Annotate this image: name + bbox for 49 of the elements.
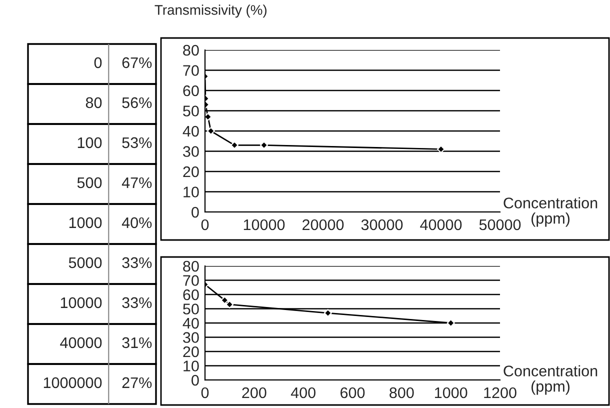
text: 100 (78, 137, 102, 148)
text: 1000000 (44, 377, 102, 388)
x-tick-label: 1000 (435, 387, 468, 398)
y-tick-label: 70 (183, 275, 199, 286)
x-tick-label: 0 (201, 219, 209, 230)
text: 56% (122, 97, 152, 108)
y-tick-label: 10 (184, 186, 199, 198)
text: 33% (122, 257, 152, 268)
y-tick-label: 60 (183, 85, 199, 96)
y-tick-label: 40 (182, 126, 199, 137)
y-tick-label: 40 (182, 318, 199, 329)
text: 67% (122, 57, 152, 68)
y-tick-label: 60 (183, 289, 199, 300)
text: 27% (122, 377, 152, 388)
x-tick-label: 0 (201, 387, 209, 398)
y-tick-label: 70 (183, 65, 199, 76)
text: 31% (122, 337, 152, 348)
y-tick-label: 0 (192, 206, 199, 218)
y-tick-label: 20 (183, 166, 199, 178)
x-tick-label: 200 (242, 387, 266, 398)
x-tick-label: 50000 (479, 219, 521, 230)
y-axis-title: Transmissivity (%) (154, 4, 266, 18)
x-tick-label: 40000 (420, 219, 462, 230)
y-tick-label: 20 (183, 346, 199, 358)
y-tick-label: 10 (184, 360, 199, 372)
y-tick-label: 30 (183, 332, 199, 343)
text: 33% (122, 297, 152, 308)
text: 5000 (68, 257, 102, 268)
y-tick-label: 30 (183, 146, 199, 157)
y-tick-label: 80 (183, 44, 199, 56)
y-tick-label: 0 (192, 374, 199, 386)
y-tick-label: 50 (183, 106, 199, 116)
x-tick-label: 600 (340, 387, 365, 398)
text: 40% (122, 217, 152, 228)
x-tick-label: 20000 (302, 219, 344, 230)
text: 47% (122, 177, 152, 188)
x-tick-label: 400 (290, 387, 316, 398)
text: 500 (77, 177, 102, 188)
text: 0 (94, 57, 102, 68)
y-tick-label: 80 (183, 260, 199, 272)
text: 40000 (60, 337, 102, 348)
x-tick-label: 30000 (361, 219, 403, 230)
x-tick-label: 800 (390, 387, 414, 398)
x-tick-label: 10000 (244, 219, 285, 230)
text: 10000 (60, 297, 102, 308)
x-tick-label: 1200 (484, 387, 516, 398)
text: 53% (122, 137, 152, 148)
y-tick-label: 50 (183, 304, 199, 314)
text: 80 (86, 97, 102, 108)
